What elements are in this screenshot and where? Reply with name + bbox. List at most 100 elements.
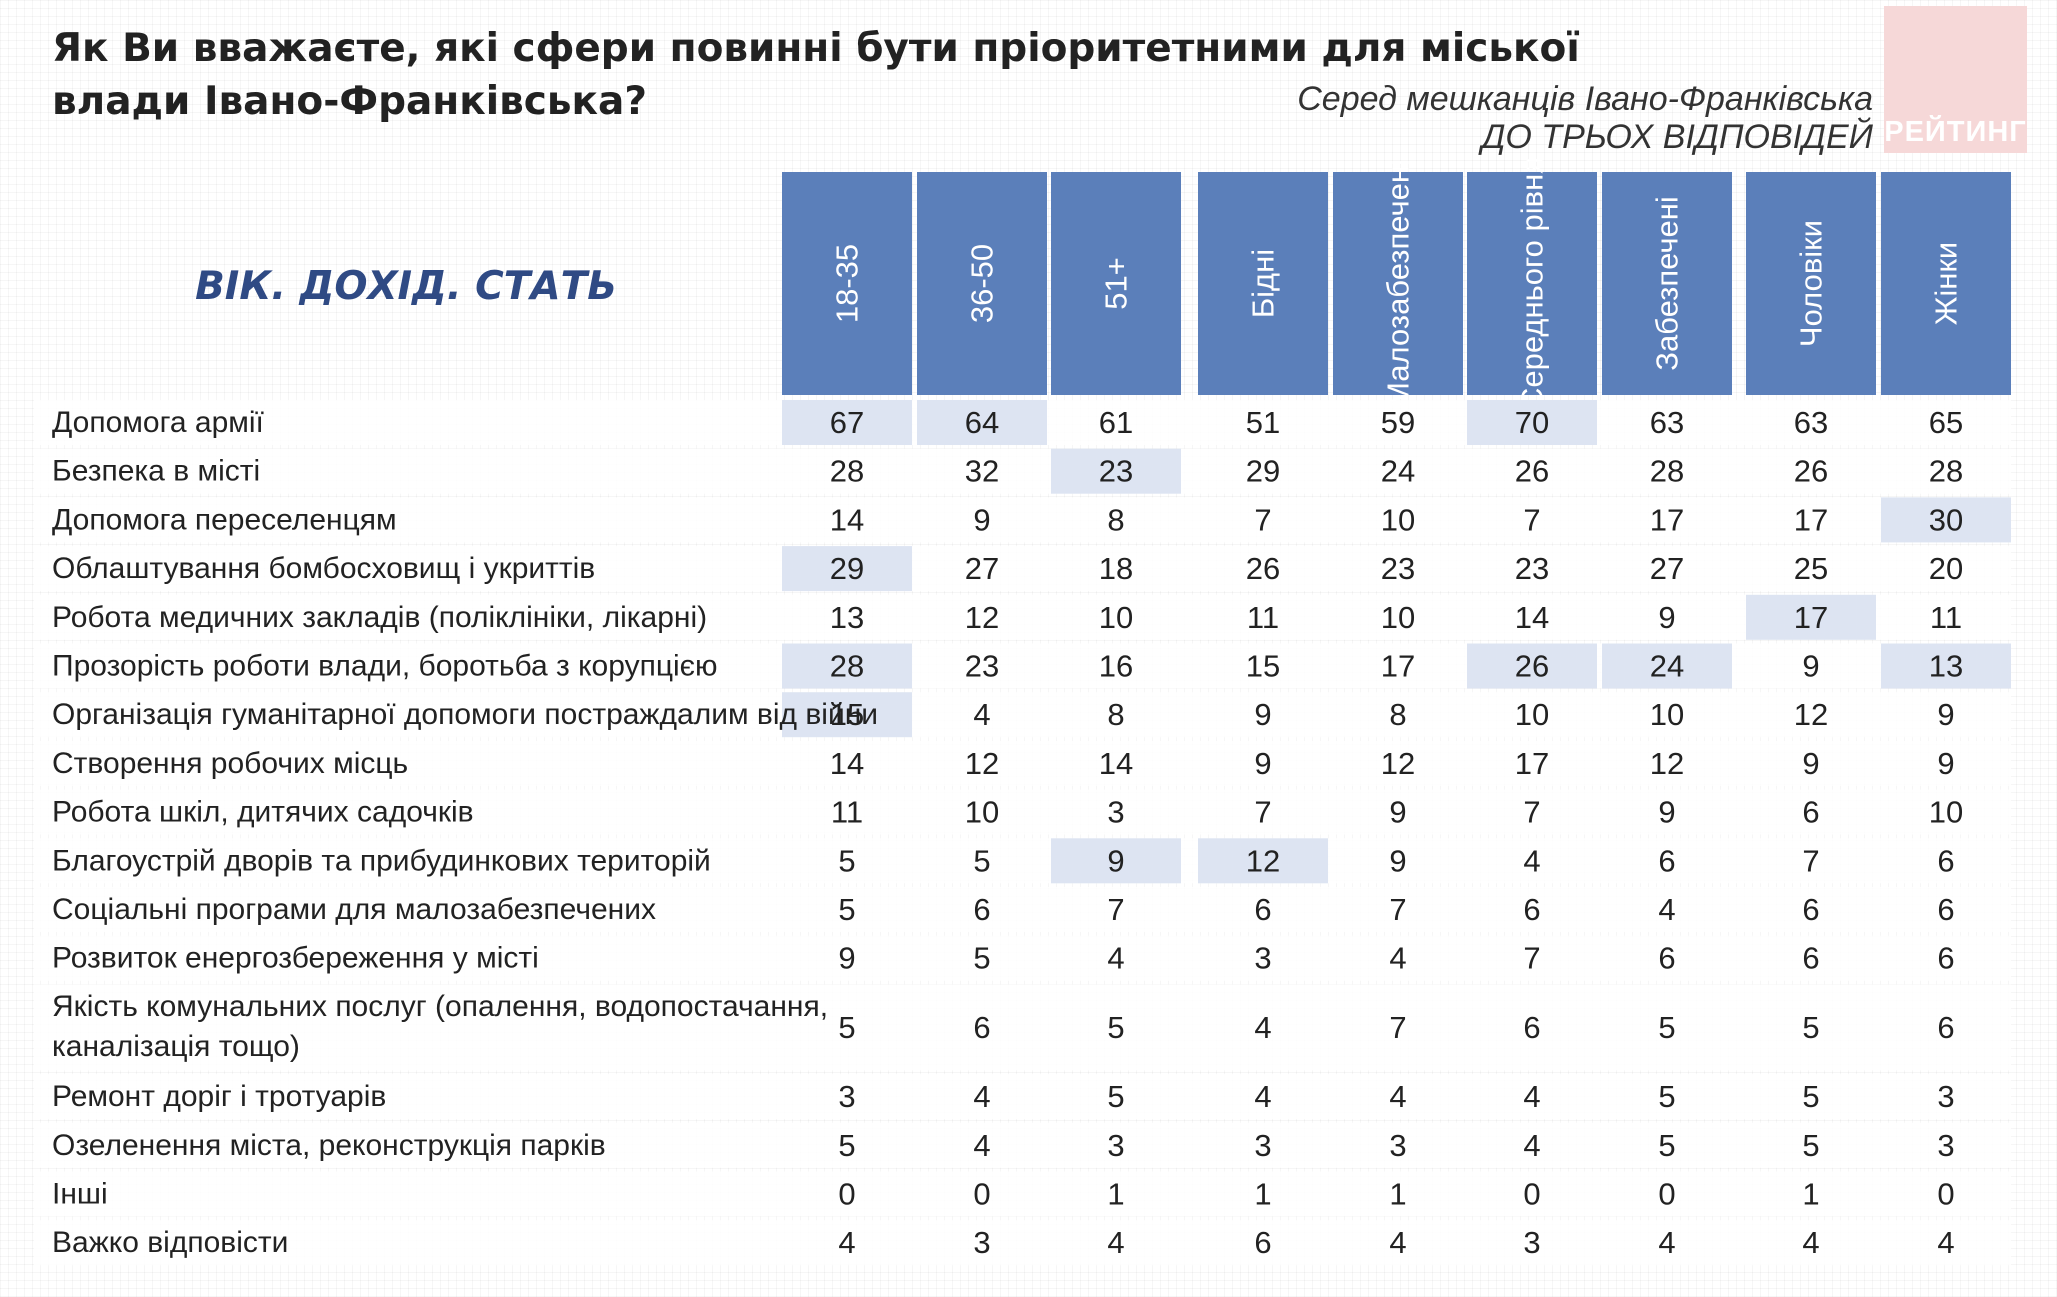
table-cell-value: 9 — [1802, 746, 1819, 781]
row-label: Прозорість роботи влади, боротьба з кору… — [52, 650, 717, 683]
table-cell-value: 9 — [1389, 843, 1406, 878]
table-cell-value: 4 — [1523, 1128, 1540, 1163]
table-cell-value: 3 — [1523, 1225, 1540, 1260]
table-cell-value: 9 — [1658, 795, 1675, 830]
table-cell-value: 0 — [1658, 1177, 1675, 1212]
row-label: Розвиток енергозбереження у місті — [52, 942, 539, 975]
table-cell-value: 13 — [830, 600, 864, 635]
table-cell-value: 29 — [830, 551, 864, 586]
column-header-cell — [917, 172, 1047, 395]
column-header-label: 51+ — [1099, 257, 1134, 310]
subtitle-answer-limit: ДО ТРЬОХ ВІДПОВІДЕЙ — [1481, 118, 1873, 156]
table-cell-value: 24 — [1381, 454, 1415, 489]
table-cell-value: 3 — [1107, 795, 1124, 830]
table-cell-value: 6 — [1937, 941, 1954, 976]
row-label: Робота медичних закладів (поліклініки, л… — [52, 601, 707, 634]
table-cell-value: 0 — [1523, 1177, 1540, 1212]
table-cell-value: 26 — [1246, 551, 1280, 586]
table-cell-value: 4 — [973, 1128, 990, 1163]
table-cell-value: 64 — [965, 405, 999, 440]
highlight-cell — [782, 643, 912, 689]
table-cell-value: 1 — [1107, 1177, 1124, 1212]
table-cell-value: 5 — [1658, 1128, 1675, 1163]
row-label: Організація гуманітарної допомоги постра… — [52, 698, 878, 731]
table-cell-value: 23 — [965, 649, 999, 684]
highlight-cell — [1602, 643, 1732, 689]
table-cell-value: 3 — [1937, 1128, 1954, 1163]
table-cell-value: 9 — [1389, 795, 1406, 830]
table-cell-value: 26 — [1794, 454, 1828, 489]
column-header-cell — [1051, 172, 1181, 395]
row-label: Ремонт доріг і тротуарів — [52, 1080, 386, 1113]
column-header-cell — [1881, 172, 2011, 395]
column-header-cell — [782, 172, 912, 395]
table-cell-value: 12 — [1381, 746, 1415, 781]
table-cell-value: 3 — [973, 1225, 990, 1260]
table-row — [34, 838, 2011, 884]
table-cell-value: 26 — [1515, 454, 1549, 489]
table-cell-value: 7 — [1107, 892, 1124, 927]
row-label: Якість комунальних послуг (опалення, вод… — [52, 990, 828, 1023]
table-cell-value: 23 — [1515, 551, 1549, 586]
row-label: Інші — [52, 1178, 108, 1211]
table-cell-value: 63 — [1794, 405, 1828, 440]
table-cell-value: 70 — [1515, 405, 1549, 440]
table-cell-value: 10 — [1650, 697, 1684, 732]
column-header-label: Жінки — [1929, 242, 1964, 326]
table-cell-value: 6 — [1802, 892, 1819, 927]
table-cell-value: 9 — [1937, 697, 1954, 732]
table-cell-value: 6 — [1523, 892, 1540, 927]
table-cell-value: 27 — [965, 551, 999, 586]
table-cell-value: 15 — [830, 697, 864, 732]
table-row — [34, 546, 2011, 592]
table-cell-value: 12 — [1794, 697, 1828, 732]
highlight-cell — [1881, 643, 2011, 689]
table-cell-value: 6 — [1658, 843, 1675, 878]
column-header-cell — [1746, 172, 1876, 395]
column-header-label: Бідні — [1246, 249, 1281, 318]
table-cell-value: 10 — [1929, 795, 1963, 830]
table-cell-value: 5 — [1802, 1128, 1819, 1163]
highlight-cell — [782, 400, 912, 445]
highlight-cell — [917, 400, 1047, 445]
table-cell-value: 17 — [1650, 502, 1684, 537]
table-cell-value: 8 — [1107, 697, 1124, 732]
rating-logo-text: РЕЙТИНГ — [1884, 116, 2027, 148]
row-label: Допомога переселенцям — [52, 503, 397, 536]
table-cell-value: 4 — [1658, 892, 1675, 927]
table-cell-value: 5 — [973, 843, 990, 878]
table-cell-value: 7 — [1389, 892, 1406, 927]
table-row — [34, 887, 2011, 932]
table-cell-value: 4 — [1389, 941, 1406, 976]
highlight-cell — [782, 546, 912, 592]
table-cell-value: 3 — [1107, 1128, 1124, 1163]
table-cell-value: 5 — [1658, 1079, 1675, 1114]
table-cell-value: 7 — [1523, 941, 1540, 976]
table-cell-value: 0 — [1937, 1177, 1954, 1212]
table-cell-value: 32 — [965, 454, 999, 489]
table-cell-value: 26 — [1515, 649, 1549, 684]
table-cell-value: 11 — [831, 795, 863, 830]
row-label: Важко відповісти — [52, 1226, 288, 1259]
table-cell-value: 4 — [1802, 1225, 1819, 1260]
row-label: каналізація тощо) — [52, 1030, 300, 1063]
table-cell-value: 10 — [965, 795, 999, 830]
subtitle-population: Серед мешканців Івано-Франківська — [1297, 80, 1873, 118]
table-cell-value: 7 — [1802, 843, 1819, 878]
table-cell-value: 6 — [1254, 892, 1271, 927]
table-cell-value: 6 — [1937, 892, 1954, 927]
table-cell-value: 7 — [1254, 795, 1271, 830]
table-cell-value: 5 — [1802, 1079, 1819, 1114]
table-cell-value: 7 — [1523, 795, 1540, 830]
table-cell-value: 17 — [1794, 600, 1828, 635]
column-header-cell — [1467, 172, 1597, 395]
highlight-cell — [1746, 594, 1876, 640]
table-cell-value: 9 — [1658, 600, 1675, 635]
table-row — [34, 789, 2011, 835]
table-cell-value: 4 — [1523, 843, 1540, 878]
table-cell-value: 28 — [830, 649, 864, 684]
page-title: Як Ви вважаєте, які сфери повинні бути п… — [52, 26, 1580, 124]
table-row — [34, 448, 2011, 494]
table-cell-value: 9 — [1107, 843, 1124, 878]
column-header-cell — [1602, 172, 1732, 395]
